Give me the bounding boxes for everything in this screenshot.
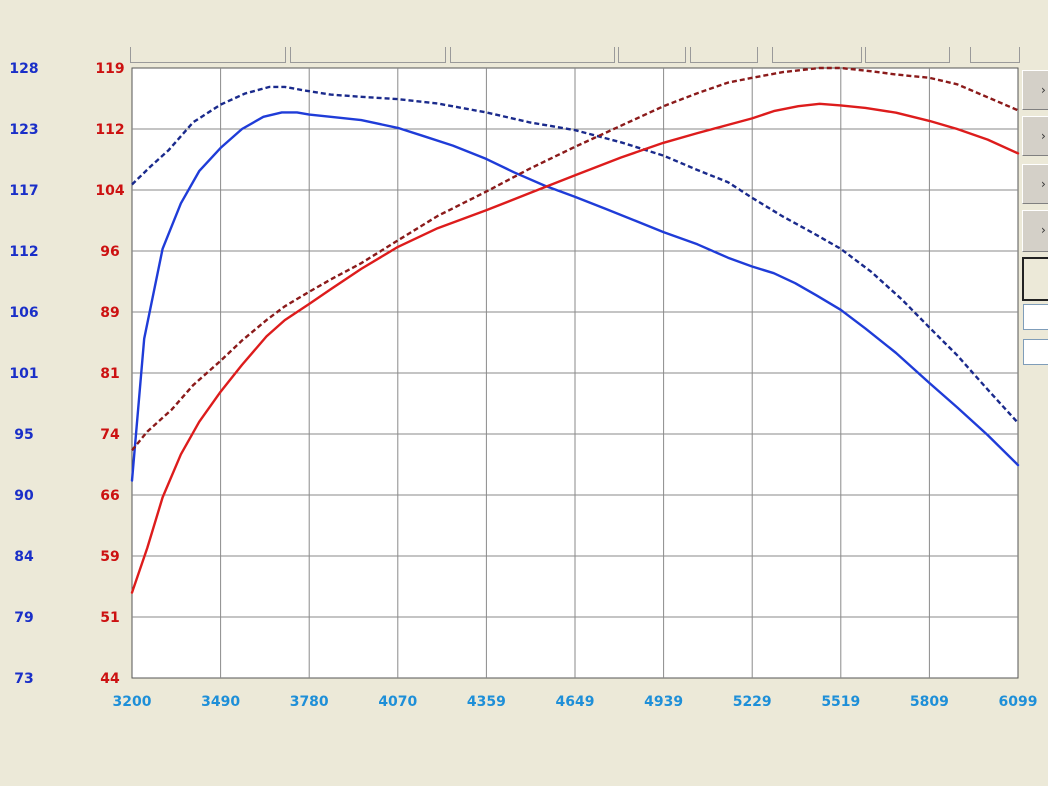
x-tick-label: 5809 xyxy=(910,694,949,710)
top-tab-7 xyxy=(865,47,950,63)
series-line-2 xyxy=(131,85,1019,424)
left-tick-label: 84 xyxy=(14,549,34,565)
right-tick-label: 66 xyxy=(100,488,119,504)
left-tick-label: 123 xyxy=(9,122,38,138)
right-axis-ticks: 119 112 104 96 89 81 74 66 59 51 44 xyxy=(95,61,124,687)
right-tick-label: 119 xyxy=(95,61,124,77)
right-tick-label: 104 xyxy=(95,183,124,199)
chevron-icon: › xyxy=(1041,177,1046,191)
right-tick-label: 51 xyxy=(100,610,119,626)
right-tick-label: 74 xyxy=(100,427,120,443)
top-tab-2 xyxy=(290,47,446,63)
x-tick-label: 3200 xyxy=(113,694,152,710)
x-tick-label: 4070 xyxy=(378,694,417,710)
side-button-5[interactable] xyxy=(1022,257,1048,301)
left-tick-label: 90 xyxy=(14,488,34,504)
x-tick-label: 5229 xyxy=(733,694,772,710)
x-tick-label: 3780 xyxy=(290,694,329,710)
chevron-icon: › xyxy=(1041,83,1046,97)
side-button-1[interactable]: › xyxy=(1022,70,1048,110)
left-tick-label: 128 xyxy=(9,61,38,77)
left-tick-label: 73 xyxy=(14,671,33,687)
chevron-icon: › xyxy=(1041,223,1046,237)
x-tick-label: 4939 xyxy=(644,694,683,710)
top-tab-3 xyxy=(450,47,615,63)
series-line-4 xyxy=(131,66,1019,452)
left-tick-label: 117 xyxy=(9,183,38,199)
right-tick-label: 89 xyxy=(100,305,119,321)
right-tick-label: 44 xyxy=(100,671,120,687)
top-tab-6 xyxy=(772,47,862,63)
right-tick-label: 59 xyxy=(100,549,119,565)
top-tab-4 xyxy=(618,47,686,63)
left-tick-label: 95 xyxy=(14,427,33,443)
left-tick-label: 112 xyxy=(9,244,38,260)
top-tab-5 xyxy=(690,47,758,63)
x-tick-label: 4359 xyxy=(467,694,506,710)
x-tick-label: 4649 xyxy=(556,694,595,710)
x-axis-ticks: 3200 3490 3780 4070 4359 4649 4939 5229 5519 5809… xyxy=(113,694,1038,710)
x-tick-label: 5519 xyxy=(821,694,860,710)
legend-entry-blue[interactable] xyxy=(1023,304,1048,330)
left-tick-label: 79 xyxy=(14,610,33,626)
side-button-2[interactable]: › xyxy=(1022,116,1048,156)
side-button-4[interactable]: › xyxy=(1022,210,1048,252)
x-tick-label: 6099 xyxy=(999,694,1038,710)
x-tick-label: 3490 xyxy=(201,694,240,710)
left-tick-label: 106 xyxy=(9,305,38,321)
series-line-3 xyxy=(130,102,1020,594)
left-axis-ticks: 128 123 117 112 106 101 95 90 84 79 73 xyxy=(9,61,38,687)
top-tab-1 xyxy=(130,47,286,63)
right-tick-label: 112 xyxy=(95,122,124,138)
series-layer xyxy=(130,66,1020,594)
right-tick-label: 96 xyxy=(100,244,119,260)
series-line-1 xyxy=(130,111,1020,482)
chevron-icon: › xyxy=(1041,129,1046,143)
left-tick-label: 101 xyxy=(9,366,38,382)
right-tick-label: 81 xyxy=(100,366,119,382)
top-tab-8 xyxy=(970,47,1020,63)
side-button-3[interactable]: › xyxy=(1022,164,1048,204)
legend-entry-red[interactable] xyxy=(1023,339,1048,365)
